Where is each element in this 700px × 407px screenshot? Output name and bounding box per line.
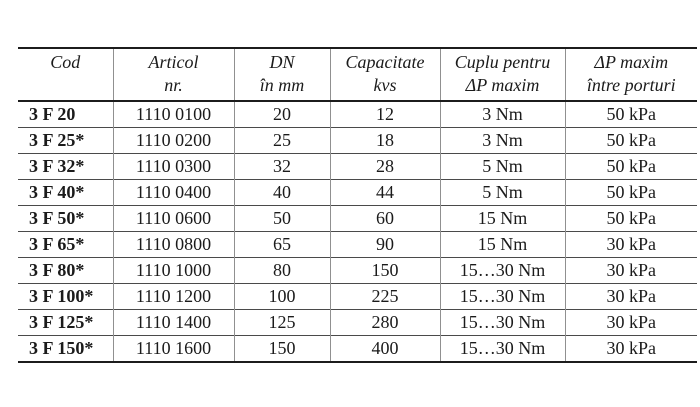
cod-cell: 3 F 150* bbox=[29, 338, 94, 358]
cuplu-cell: 5 Nm bbox=[439, 153, 565, 180]
dn-cell: 50 bbox=[233, 205, 330, 232]
header-line1: Articol bbox=[148, 52, 199, 72]
col-header-cuplu: Cuplu pentru ΔP maxim bbox=[439, 48, 565, 102]
header-line1: Cod bbox=[50, 52, 81, 72]
header-line2: în mm bbox=[259, 75, 305, 95]
dp-maxim-cell: 50 kPa bbox=[564, 179, 697, 206]
cod-cell: 3 F 40* bbox=[29, 182, 85, 202]
table-row: 3 F 65* 1110 0800 65 90 15 Nm 30 kPa bbox=[18, 231, 697, 258]
capacitate-cell: 150 bbox=[329, 257, 440, 284]
dp-maxim-cell: 50 kPa bbox=[564, 205, 697, 232]
cuplu-cell: 5 Nm bbox=[439, 179, 565, 206]
articol-cell: 1110 1000 bbox=[112, 257, 234, 284]
capacitate-cell: 28 bbox=[329, 153, 440, 180]
valve-specs-table: Cod Articol nr. DN în mm Capacitate kvs … bbox=[18, 47, 697, 363]
header-line2: nr. bbox=[164, 75, 183, 95]
capacitate-cell: 18 bbox=[329, 127, 440, 154]
cuplu-cell: 15…30 Nm bbox=[439, 309, 565, 336]
cuplu-cell: 15…30 Nm bbox=[439, 335, 565, 362]
articol-cell: 1110 0400 bbox=[112, 179, 234, 206]
dn-cell: 32 bbox=[233, 153, 330, 180]
cod-cell: 3 F 65* bbox=[29, 234, 85, 254]
articol-cell: 1110 1200 bbox=[112, 283, 234, 310]
articol-cell: 1110 0100 bbox=[112, 101, 234, 128]
cuplu-cell: 15…30 Nm bbox=[439, 283, 565, 310]
articol-cell: 1110 0200 bbox=[112, 127, 234, 154]
dn-cell: 100 bbox=[233, 283, 330, 310]
capacitate-cell: 12 bbox=[329, 101, 440, 128]
col-header-articol: Articol nr. bbox=[112, 48, 234, 102]
dn-cell: 65 bbox=[233, 231, 330, 258]
cod-cell: 3 F 32* bbox=[29, 156, 85, 176]
dp-maxim-cell: 30 kPa bbox=[564, 309, 697, 336]
table-row: 3 F 25* 1110 0200 25 18 3 Nm 50 kPa bbox=[18, 127, 697, 154]
capacitate-cell: 60 bbox=[329, 205, 440, 232]
table-row: 3 F 80* 1110 1000 80 150 15…30 Nm 30 kPa bbox=[18, 257, 697, 284]
dp-maxim-cell: 30 kPa bbox=[564, 283, 697, 310]
table-row: 3 F 32* 1110 0300 32 28 5 Nm 50 kPa bbox=[18, 153, 697, 180]
dp-maxim-cell: 30 kPa bbox=[564, 335, 697, 362]
cod-cell: 3 F 50* bbox=[29, 208, 85, 228]
cod-cell: 3 F 25* bbox=[29, 130, 85, 150]
cod-cell: 3 F 100* bbox=[29, 286, 94, 306]
table-row: 3 F 40* 1110 0400 40 44 5 Nm 50 kPa bbox=[18, 179, 697, 206]
articol-cell: 1110 0600 bbox=[112, 205, 234, 232]
table-row: 3 F 150* 1110 1600 150 400 15…30 Nm 30 k… bbox=[18, 335, 697, 362]
cuplu-cell: 15 Nm bbox=[439, 231, 565, 258]
col-header-capacitate: Capacitate kvs bbox=[329, 48, 440, 102]
dn-cell: 25 bbox=[233, 127, 330, 154]
dp-maxim-cell: 30 kPa bbox=[564, 257, 697, 284]
articol-cell: 1110 1400 bbox=[112, 309, 234, 336]
header-line1: ΔP maxim bbox=[594, 52, 669, 72]
cuplu-cell: 3 Nm bbox=[439, 101, 565, 128]
header-line1: Capacitate bbox=[345, 52, 425, 72]
header-line1: Cuplu pentru bbox=[454, 52, 551, 72]
dn-cell: 40 bbox=[233, 179, 330, 206]
capacitate-cell: 225 bbox=[329, 283, 440, 310]
capacitate-cell: 280 bbox=[329, 309, 440, 336]
articol-cell: 1110 1600 bbox=[112, 335, 234, 362]
col-header-dn: DN în mm bbox=[233, 48, 330, 102]
cuplu-cell: 15…30 Nm bbox=[439, 257, 565, 284]
col-header-cod: Cod bbox=[18, 48, 113, 102]
capacitate-cell: 90 bbox=[329, 231, 440, 258]
dp-maxim-cell: 30 kPa bbox=[564, 231, 697, 258]
header-line1: DN bbox=[269, 52, 295, 72]
dn-cell: 125 bbox=[233, 309, 330, 336]
capacitate-cell: 400 bbox=[329, 335, 440, 362]
table-row: 3 F 20 1110 0100 20 12 3 Nm 50 kPa bbox=[18, 101, 697, 128]
cuplu-cell: 3 Nm bbox=[439, 127, 565, 154]
header-line2: ΔP maxim bbox=[465, 75, 540, 95]
dp-maxim-cell: 50 kPa bbox=[564, 153, 697, 180]
articol-cell: 1110 0800 bbox=[112, 231, 234, 258]
dp-maxim-cell: 50 kPa bbox=[564, 127, 697, 154]
table-row: 3 F 100* 1110 1200 100 225 15…30 Nm 30 k… bbox=[18, 283, 697, 310]
capacitate-cell: 44 bbox=[329, 179, 440, 206]
dn-cell: 20 bbox=[233, 101, 330, 128]
dp-maxim-cell: 50 kPa bbox=[564, 101, 697, 128]
table-row: 3 F 50* 1110 0600 50 60 15 Nm 50 kPa bbox=[18, 205, 697, 232]
header-row: Cod Articol nr. DN în mm Capacitate kvs … bbox=[18, 48, 697, 102]
cod-cell: 3 F 20 bbox=[29, 104, 76, 124]
cod-cell: 3 F 125* bbox=[29, 312, 94, 332]
table-row: 3 F 125* 1110 1400 125 280 15…30 Nm 30 k… bbox=[18, 309, 697, 336]
col-header-dp-maxim: ΔP maxim între porturi bbox=[564, 48, 697, 102]
dn-cell: 150 bbox=[233, 335, 330, 362]
header-line2: kvs bbox=[373, 75, 397, 95]
cuplu-cell: 15 Nm bbox=[439, 205, 565, 232]
header-line2: între porturi bbox=[586, 75, 676, 95]
dn-cell: 80 bbox=[233, 257, 330, 284]
cod-cell: 3 F 80* bbox=[29, 260, 85, 280]
articol-cell: 1110 0300 bbox=[112, 153, 234, 180]
